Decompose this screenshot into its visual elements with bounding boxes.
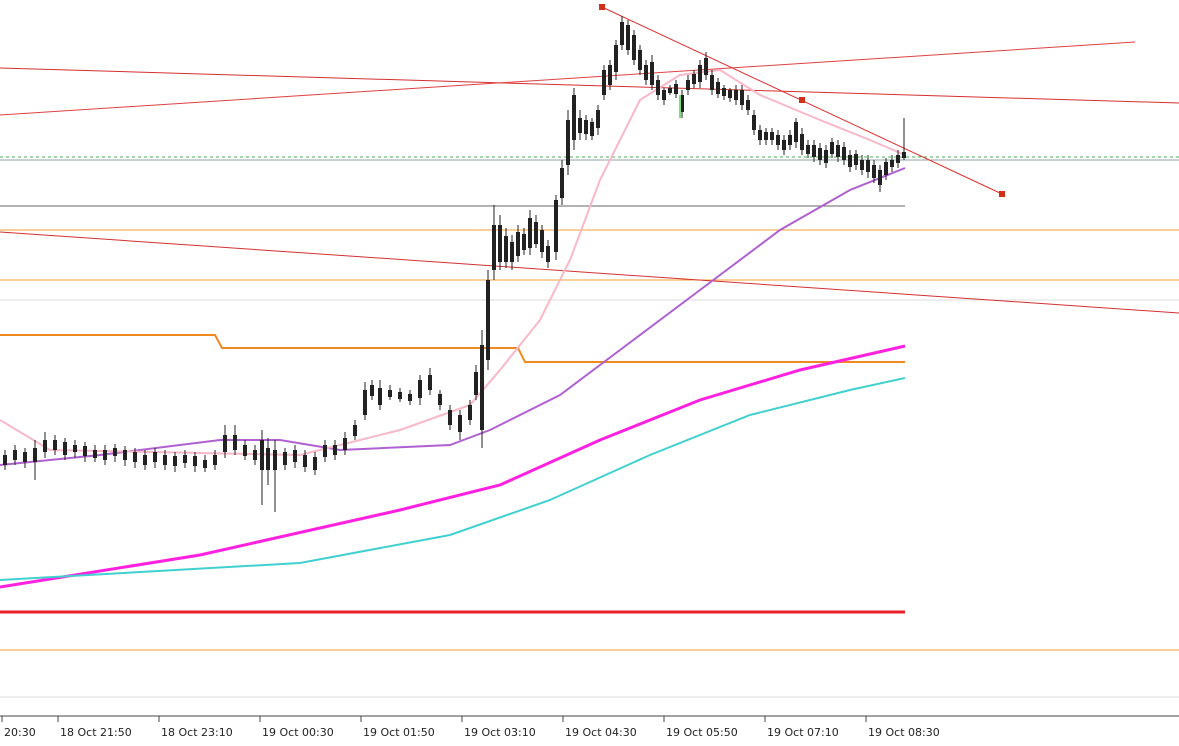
- time-label: 18 Oct 23:10: [161, 726, 233, 739]
- time-label: 19 Oct 07:10: [767, 726, 839, 739]
- time-label: 19 Oct 00:30: [262, 726, 334, 739]
- time-label: 19 Oct 04:30: [565, 726, 637, 739]
- time-label: 19 Oct 03:10: [464, 726, 536, 739]
- moving-average: [0, 167, 906, 466]
- trend-line: [0, 231, 1179, 314]
- anchor-point[interactable]: [799, 97, 805, 103]
- trend-line: [0, 41, 1136, 116]
- time-label: 19 Oct 01:50: [363, 726, 435, 739]
- time-label: 19 Oct 08:30: [868, 726, 940, 739]
- time-label: 19 Oct 05:50: [666, 726, 738, 739]
- moving-average: [0, 377, 906, 581]
- candle-bodies: [3, 22, 906, 470]
- time-label: 18 Oct 21:50: [60, 726, 132, 739]
- time-axis-labels: 20:30 18 Oct 21:50 18 Oct 23:10 19 Oct 00:3…: [1, 716, 940, 739]
- anchor-point[interactable]: [999, 191, 1005, 197]
- trend-line: [0, 67, 1179, 104]
- moving-average: [0, 68, 906, 457]
- anchor-point[interactable]: [599, 4, 605, 10]
- time-label: 20:30: [4, 726, 36, 739]
- step-line: [0, 334, 905, 363]
- moving-average: [0, 344, 906, 589]
